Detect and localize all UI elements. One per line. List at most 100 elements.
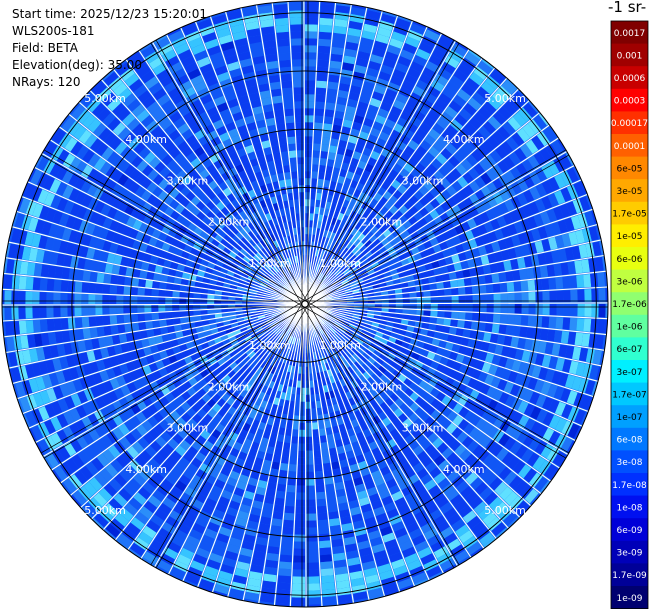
range-gate-cell bbox=[463, 140, 476, 154]
range-gate-cell bbox=[243, 461, 254, 471]
range-gate-cell bbox=[486, 168, 498, 181]
range-gate-cell bbox=[137, 287, 145, 296]
range-gate-cell bbox=[423, 180, 434, 191]
range-gate-cell bbox=[512, 270, 521, 281]
range-gate-cell bbox=[211, 462, 223, 473]
range-gate-cell bbox=[455, 462, 469, 475]
range-gate-cell bbox=[571, 215, 582, 230]
range-gate-cell bbox=[241, 540, 255, 551]
range-gate-cell bbox=[465, 312, 473, 321]
range-gate-cell bbox=[328, 337, 334, 345]
range-gate-cell bbox=[293, 548, 305, 556]
range-gate-cell bbox=[109, 315, 118, 325]
range-gate-cell bbox=[413, 376, 423, 386]
range-gate-cell bbox=[346, 382, 354, 391]
range-gate-cell bbox=[528, 291, 536, 303]
range-gate-cell bbox=[179, 311, 187, 318]
range-gate-cell bbox=[377, 258, 386, 266]
range-gate-cell bbox=[424, 202, 435, 213]
range-gate-cell bbox=[348, 20, 363, 30]
range-gate-cell bbox=[535, 183, 547, 197]
range-gate-cell bbox=[440, 266, 449, 274]
range-gate-cell bbox=[388, 308, 396, 313]
range-gate-cell bbox=[424, 191, 435, 202]
range-gate-cell bbox=[275, 603, 290, 607]
range-gate-cell bbox=[429, 421, 441, 432]
range-gate-cell bbox=[342, 321, 350, 326]
range-gate-cell bbox=[343, 332, 351, 339]
range-gate-cell bbox=[455, 353, 465, 363]
range-gate-cell bbox=[464, 250, 474, 260]
range-gate-cell bbox=[358, 496, 370, 507]
range-gate-cell bbox=[286, 357, 291, 365]
range-gate-cell bbox=[315, 264, 320, 272]
range-gate-cell bbox=[479, 435, 492, 448]
range-gate-cell bbox=[144, 296, 152, 304]
range-gate-cell bbox=[395, 140, 407, 151]
range-gate-cell bbox=[440, 333, 449, 341]
range-gate-cell bbox=[276, 434, 285, 443]
range-gate-cell bbox=[398, 194, 409, 205]
range-gate-cell bbox=[311, 415, 318, 423]
range-gate-cell bbox=[286, 386, 292, 394]
range-gate-cell bbox=[521, 304, 529, 315]
range-gate-cell bbox=[420, 400, 430, 411]
range-gate-cell bbox=[370, 400, 379, 410]
range-gate-cell bbox=[412, 445, 424, 456]
range-gate-cell bbox=[346, 233, 354, 242]
range-gate-cell bbox=[216, 533, 230, 544]
range-gate-cell bbox=[32, 291, 40, 304]
range-gate-cell bbox=[357, 160, 367, 170]
range-gate-cell bbox=[428, 128, 441, 140]
range-gate-cell bbox=[505, 271, 514, 282]
range-gate-cell bbox=[336, 445, 345, 455]
range-gate-cell bbox=[288, 471, 297, 479]
range-gate-cell bbox=[67, 317, 76, 329]
range-gate-cell bbox=[238, 554, 252, 564]
range-gate-cell bbox=[345, 391, 353, 400]
range-gate-cell bbox=[484, 323, 493, 333]
range-gate-cell bbox=[318, 164, 326, 173]
range-gate-cell bbox=[430, 310, 438, 317]
range-gate-cell bbox=[318, 386, 324, 394]
range-gate-cell bbox=[336, 271, 343, 278]
range-gate-cell bbox=[367, 376, 376, 385]
range-gate-cell bbox=[350, 506, 362, 516]
range-gate-cell bbox=[474, 463, 487, 476]
range-gate-cell bbox=[473, 130, 486, 144]
range-gate-cell bbox=[281, 533, 293, 542]
range-gate-cell bbox=[146, 329, 155, 338]
range-gate-cell bbox=[360, 300, 368, 304]
range-gate-cell bbox=[428, 54, 444, 67]
range-gate-cell bbox=[539, 265, 549, 278]
range-gate-cell bbox=[318, 214, 324, 222]
range-gate-cell bbox=[278, 369, 284, 378]
range-gate-cell bbox=[511, 234, 521, 247]
range-gate-cell bbox=[341, 279, 349, 285]
range-gate-cell bbox=[383, 407, 393, 417]
range-gate-cell bbox=[275, 490, 286, 499]
range-gate-cell bbox=[325, 165, 334, 174]
range-gate-cell bbox=[364, 282, 373, 288]
range-gate-cell bbox=[395, 304, 403, 309]
range-gate-cell bbox=[338, 423, 347, 433]
range-gate-cell bbox=[165, 305, 173, 312]
range-gate-cell bbox=[291, 436, 298, 444]
range-gate-cell bbox=[252, 464, 262, 473]
range-gate-cell bbox=[289, 329, 294, 336]
range-gate-cell bbox=[379, 206, 389, 216]
range-gate-cell bbox=[239, 429, 249, 439]
range-gate-cell bbox=[200, 293, 208, 299]
range-gate-cell bbox=[530, 406, 542, 420]
range-gate-cell bbox=[399, 383, 409, 393]
range-gate-cell bbox=[429, 317, 438, 324]
range-gate-cell bbox=[497, 239, 508, 251]
range-gate-cell bbox=[501, 452, 515, 466]
range-gate-cell bbox=[312, 164, 319, 172]
range-gate-cell bbox=[322, 251, 328, 260]
range-gate-cell bbox=[325, 427, 333, 436]
range-gate-cell bbox=[322, 406, 329, 415]
range-gate-cell bbox=[337, 146, 346, 156]
range-gate-cell bbox=[412, 179, 423, 190]
range-gate-cell bbox=[394, 318, 402, 324]
